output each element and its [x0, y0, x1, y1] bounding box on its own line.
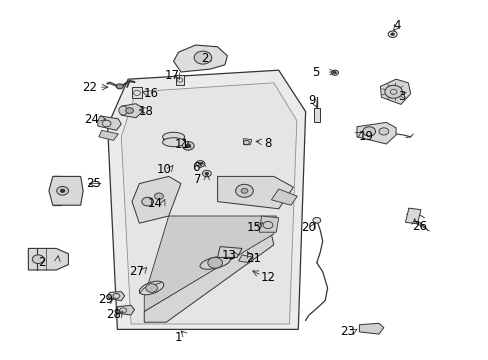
Circle shape	[312, 217, 320, 223]
Polygon shape	[217, 176, 293, 209]
Circle shape	[331, 70, 338, 75]
Text: 9: 9	[307, 94, 315, 107]
Text: 27: 27	[129, 265, 144, 278]
Text: 15: 15	[246, 221, 261, 234]
Polygon shape	[28, 248, 68, 270]
Circle shape	[362, 127, 375, 136]
Text: 20: 20	[301, 221, 316, 234]
Polygon shape	[132, 176, 181, 223]
Polygon shape	[117, 305, 134, 315]
Text: 4: 4	[392, 19, 400, 32]
Ellipse shape	[119, 106, 127, 115]
Text: 18: 18	[138, 105, 153, 118]
Circle shape	[194, 51, 211, 64]
Circle shape	[241, 188, 247, 193]
Text: 26: 26	[411, 220, 426, 233]
Polygon shape	[356, 122, 395, 144]
Polygon shape	[217, 247, 242, 257]
Polygon shape	[121, 104, 142, 118]
Text: 13: 13	[221, 249, 236, 262]
Text: 2: 2	[38, 256, 45, 269]
Text: 2: 2	[200, 52, 208, 65]
Ellipse shape	[162, 138, 184, 147]
Polygon shape	[238, 255, 253, 263]
Polygon shape	[107, 70, 305, 329]
Text: 8: 8	[264, 137, 271, 150]
Text: 19: 19	[358, 130, 372, 143]
Circle shape	[235, 184, 253, 197]
Circle shape	[154, 193, 163, 199]
Bar	[131, 87, 142, 98]
Polygon shape	[99, 130, 118, 140]
Polygon shape	[243, 139, 251, 145]
Polygon shape	[49, 176, 83, 205]
Polygon shape	[144, 234, 273, 322]
Text: 29: 29	[98, 293, 112, 306]
Circle shape	[142, 197, 153, 206]
Circle shape	[32, 255, 44, 264]
Text: 24: 24	[84, 113, 99, 126]
Circle shape	[145, 284, 157, 292]
Circle shape	[378, 128, 388, 135]
Bar	[175, 75, 184, 85]
Polygon shape	[144, 216, 276, 311]
Polygon shape	[271, 189, 297, 205]
Text: 3: 3	[397, 90, 405, 103]
Text: 17: 17	[164, 69, 179, 82]
Text: 5: 5	[311, 66, 319, 78]
Circle shape	[116, 84, 123, 89]
Circle shape	[198, 162, 202, 165]
Circle shape	[390, 33, 394, 36]
Text: 11: 11	[174, 138, 189, 151]
Circle shape	[384, 85, 402, 98]
Bar	[313, 108, 319, 122]
Polygon shape	[107, 292, 124, 301]
Circle shape	[204, 172, 208, 175]
Text: 10: 10	[156, 163, 171, 176]
Circle shape	[125, 108, 133, 113]
Circle shape	[185, 144, 190, 148]
Circle shape	[207, 257, 222, 268]
Text: 1: 1	[174, 331, 182, 344]
Polygon shape	[359, 323, 383, 334]
Circle shape	[333, 72, 336, 74]
Text: 22: 22	[82, 81, 97, 94]
Text: 16: 16	[144, 87, 159, 100]
Text: 25: 25	[86, 177, 101, 190]
Circle shape	[60, 189, 65, 193]
Polygon shape	[173, 45, 227, 72]
Ellipse shape	[139, 281, 163, 295]
Ellipse shape	[200, 256, 230, 269]
Polygon shape	[259, 216, 278, 232]
Text: 12: 12	[260, 271, 275, 284]
Text: 28: 28	[106, 308, 121, 321]
Polygon shape	[380, 79, 410, 104]
Text: 14: 14	[148, 197, 163, 210]
Circle shape	[57, 186, 68, 195]
Text: 23: 23	[339, 325, 354, 338]
Text: 21: 21	[245, 252, 260, 265]
Ellipse shape	[162, 132, 184, 141]
Text: 6: 6	[191, 161, 199, 174]
Text: 7: 7	[194, 173, 202, 186]
Circle shape	[202, 170, 211, 177]
Circle shape	[182, 141, 194, 150]
Polygon shape	[98, 116, 121, 130]
Circle shape	[196, 161, 204, 167]
Bar	[405, 208, 420, 224]
Polygon shape	[121, 83, 296, 324]
